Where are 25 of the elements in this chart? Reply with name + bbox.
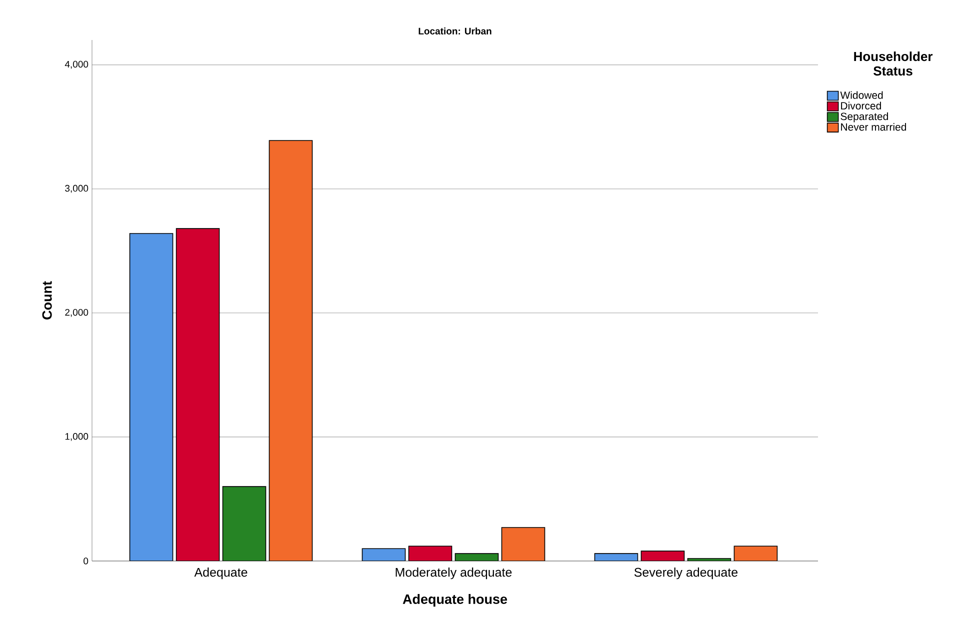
legend-label: Separated [840, 112, 888, 122]
x-tick-label: Moderately adequate [396, 568, 512, 580]
x-tick-label: Severely adequate [634, 568, 738, 580]
bar [222, 486, 266, 561]
bar [734, 546, 778, 561]
y-tick-label: 1,000 [65, 433, 88, 441]
x-tick-label: Adequate [194, 568, 248, 580]
bar [408, 546, 452, 561]
legend-label: Widowed [840, 91, 883, 99]
bar [362, 548, 406, 561]
bar [129, 233, 174, 561]
y-tick-label: 0 [84, 558, 88, 564]
legend-label: Never married [841, 123, 906, 131]
y-tick-label: 2,000 [65, 308, 88, 317]
y-axis-title: Count [42, 281, 52, 320]
bar [640, 550, 685, 561]
legend-label: Divorced [841, 102, 881, 110]
legend-title: Householder Status [854, 52, 933, 76]
bar [176, 228, 220, 561]
bar [268, 140, 313, 561]
y-tick-label: 4,000 [64, 60, 88, 69]
y-tick-label: 3,000 [65, 184, 88, 193]
x-axis-title: Adequate house [402, 594, 508, 607]
bar [501, 527, 546, 561]
chart-title: Location: Urban [418, 27, 492, 34]
